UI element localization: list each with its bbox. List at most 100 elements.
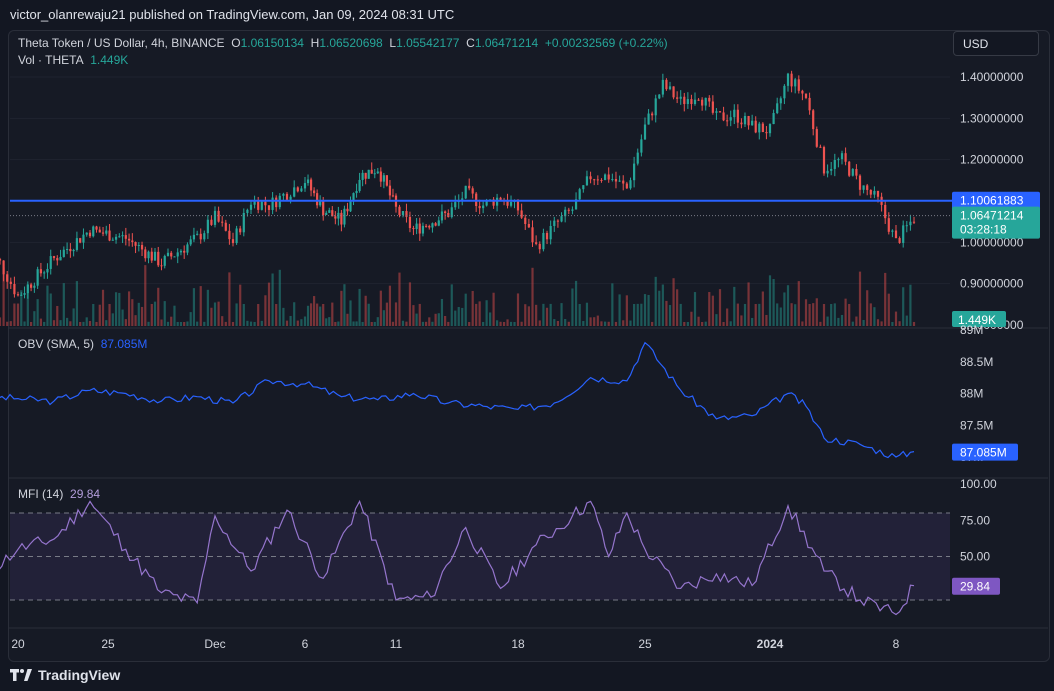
- candle-body: [726, 120, 729, 122]
- volume-bar: [328, 317, 331, 326]
- volume-bar: [611, 283, 614, 326]
- volume-bar: [421, 321, 425, 326]
- volume-bar: [524, 304, 527, 326]
- volume-bar: [434, 313, 437, 326]
- volume-bar: [733, 286, 736, 326]
- volume-bar: [444, 316, 447, 326]
- candle-body: [127, 238, 131, 241]
- volume-bar: [85, 317, 88, 326]
- candle-body: [509, 202, 513, 206]
- volume-bar: [69, 321, 72, 326]
- volume-bar: [111, 313, 114, 326]
- candle-body: [776, 103, 779, 114]
- volume-bar: [538, 320, 541, 326]
- candle-body: [289, 196, 292, 200]
- candle-body: [69, 248, 72, 252]
- candle-body: [186, 244, 189, 253]
- candle-body: [690, 99, 693, 104]
- volume-bar: [898, 321, 901, 326]
- volume-bar: [636, 303, 639, 326]
- mfi-line: [0, 499, 915, 616]
- mfi-last-tag: [952, 577, 1000, 595]
- volume-bar: [79, 321, 82, 326]
- obv-value: 87.085M: [100, 337, 148, 351]
- time-tick-label: 2024: [757, 637, 784, 651]
- candle-body: [300, 188, 303, 192]
- volume-bar: [715, 314, 718, 326]
- candle-body: [790, 73, 793, 87]
- volume-bar: [289, 315, 292, 326]
- volume-bar: [260, 320, 263, 326]
- candle-body: [217, 210, 220, 222]
- volume-bar: [837, 317, 840, 326]
- candle-body: [661, 79, 664, 95]
- candle-body: [704, 97, 707, 106]
- volume-bar: [492, 292, 495, 326]
- candle-body: [679, 96, 682, 99]
- volume-bar: [388, 285, 392, 326]
- candle-body: [665, 79, 668, 90]
- candle-body: [282, 193, 285, 196]
- volume-bar: [761, 291, 764, 326]
- candle-body: [804, 93, 808, 98]
- candle-body: [196, 233, 199, 235]
- volume-bar: [196, 321, 199, 326]
- candle-body: [786, 73, 790, 86]
- candle-body: [88, 232, 92, 237]
- volume-bar: [186, 321, 189, 326]
- volume-bar: [471, 290, 474, 326]
- candle-body: [683, 96, 686, 105]
- countdown-text: 03:28:18: [960, 223, 1007, 237]
- time-tick-label: 6: [302, 637, 309, 651]
- candle-body: [492, 199, 495, 206]
- candle-body: [571, 209, 574, 211]
- candle-body: [643, 124, 647, 140]
- candle-body: [672, 86, 675, 98]
- candle-body: [611, 179, 614, 181]
- candle-body: [82, 234, 85, 243]
- candle-body: [844, 153, 847, 162]
- candle-body: [560, 216, 563, 222]
- volume-bar: [851, 321, 854, 326]
- volume-bar: [747, 282, 750, 326]
- obv-tick-label: 88M: [960, 387, 983, 401]
- volume-bar: [428, 317, 431, 326]
- candle-body: [2, 260, 5, 275]
- candle-body: [582, 185, 585, 190]
- volume-bar: [808, 303, 811, 326]
- volume-legend: Vol · THETA 1.449K: [18, 53, 128, 67]
- volume-bar: [170, 316, 173, 326]
- volume-bar: [779, 307, 782, 326]
- volume-bar: [379, 290, 382, 326]
- candle-body: [412, 228, 415, 230]
- candle-body: [62, 249, 65, 257]
- volume-bar: [144, 265, 147, 326]
- volume-bar: [437, 313, 440, 326]
- volume-bar: [822, 303, 826, 326]
- volume-bar: [740, 315, 743, 326]
- candle-body: [848, 161, 851, 176]
- volume-bar: [855, 316, 858, 326]
- candle-body: [203, 233, 206, 240]
- volume-bar: [0, 317, 2, 326]
- candle-body: [658, 94, 661, 99]
- volume-bar: [643, 294, 647, 326]
- volume-bar: [33, 311, 36, 326]
- volume-bar: [876, 319, 880, 326]
- footer-brand[interactable]: TradingView: [10, 665, 120, 685]
- candle-body: [797, 79, 800, 91]
- candle-body: [92, 226, 95, 237]
- currency-button[interactable]: USD: [953, 31, 1039, 56]
- candle-body: [370, 169, 373, 174]
- tradingview-logo-icon: [10, 669, 32, 681]
- volume-bar: [902, 287, 905, 326]
- volume-bar: [49, 293, 52, 326]
- volume-bar: [718, 289, 722, 326]
- volume-bar: [513, 321, 516, 326]
- volume-bar: [408, 282, 412, 326]
- candle-body: [618, 180, 621, 182]
- candle-body: [20, 294, 23, 296]
- volume-bar: [833, 303, 836, 326]
- volume-bar: [189, 312, 192, 326]
